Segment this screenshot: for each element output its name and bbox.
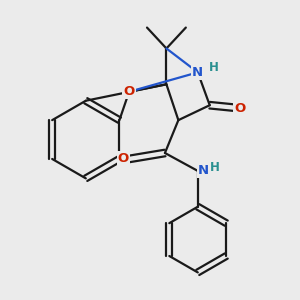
Text: N: N (192, 66, 203, 79)
Text: O: O (234, 102, 245, 115)
Text: O: O (118, 152, 129, 166)
Text: O: O (124, 85, 135, 98)
Text: H: H (209, 61, 219, 74)
Text: N: N (198, 164, 209, 177)
Text: H: H (210, 161, 220, 174)
